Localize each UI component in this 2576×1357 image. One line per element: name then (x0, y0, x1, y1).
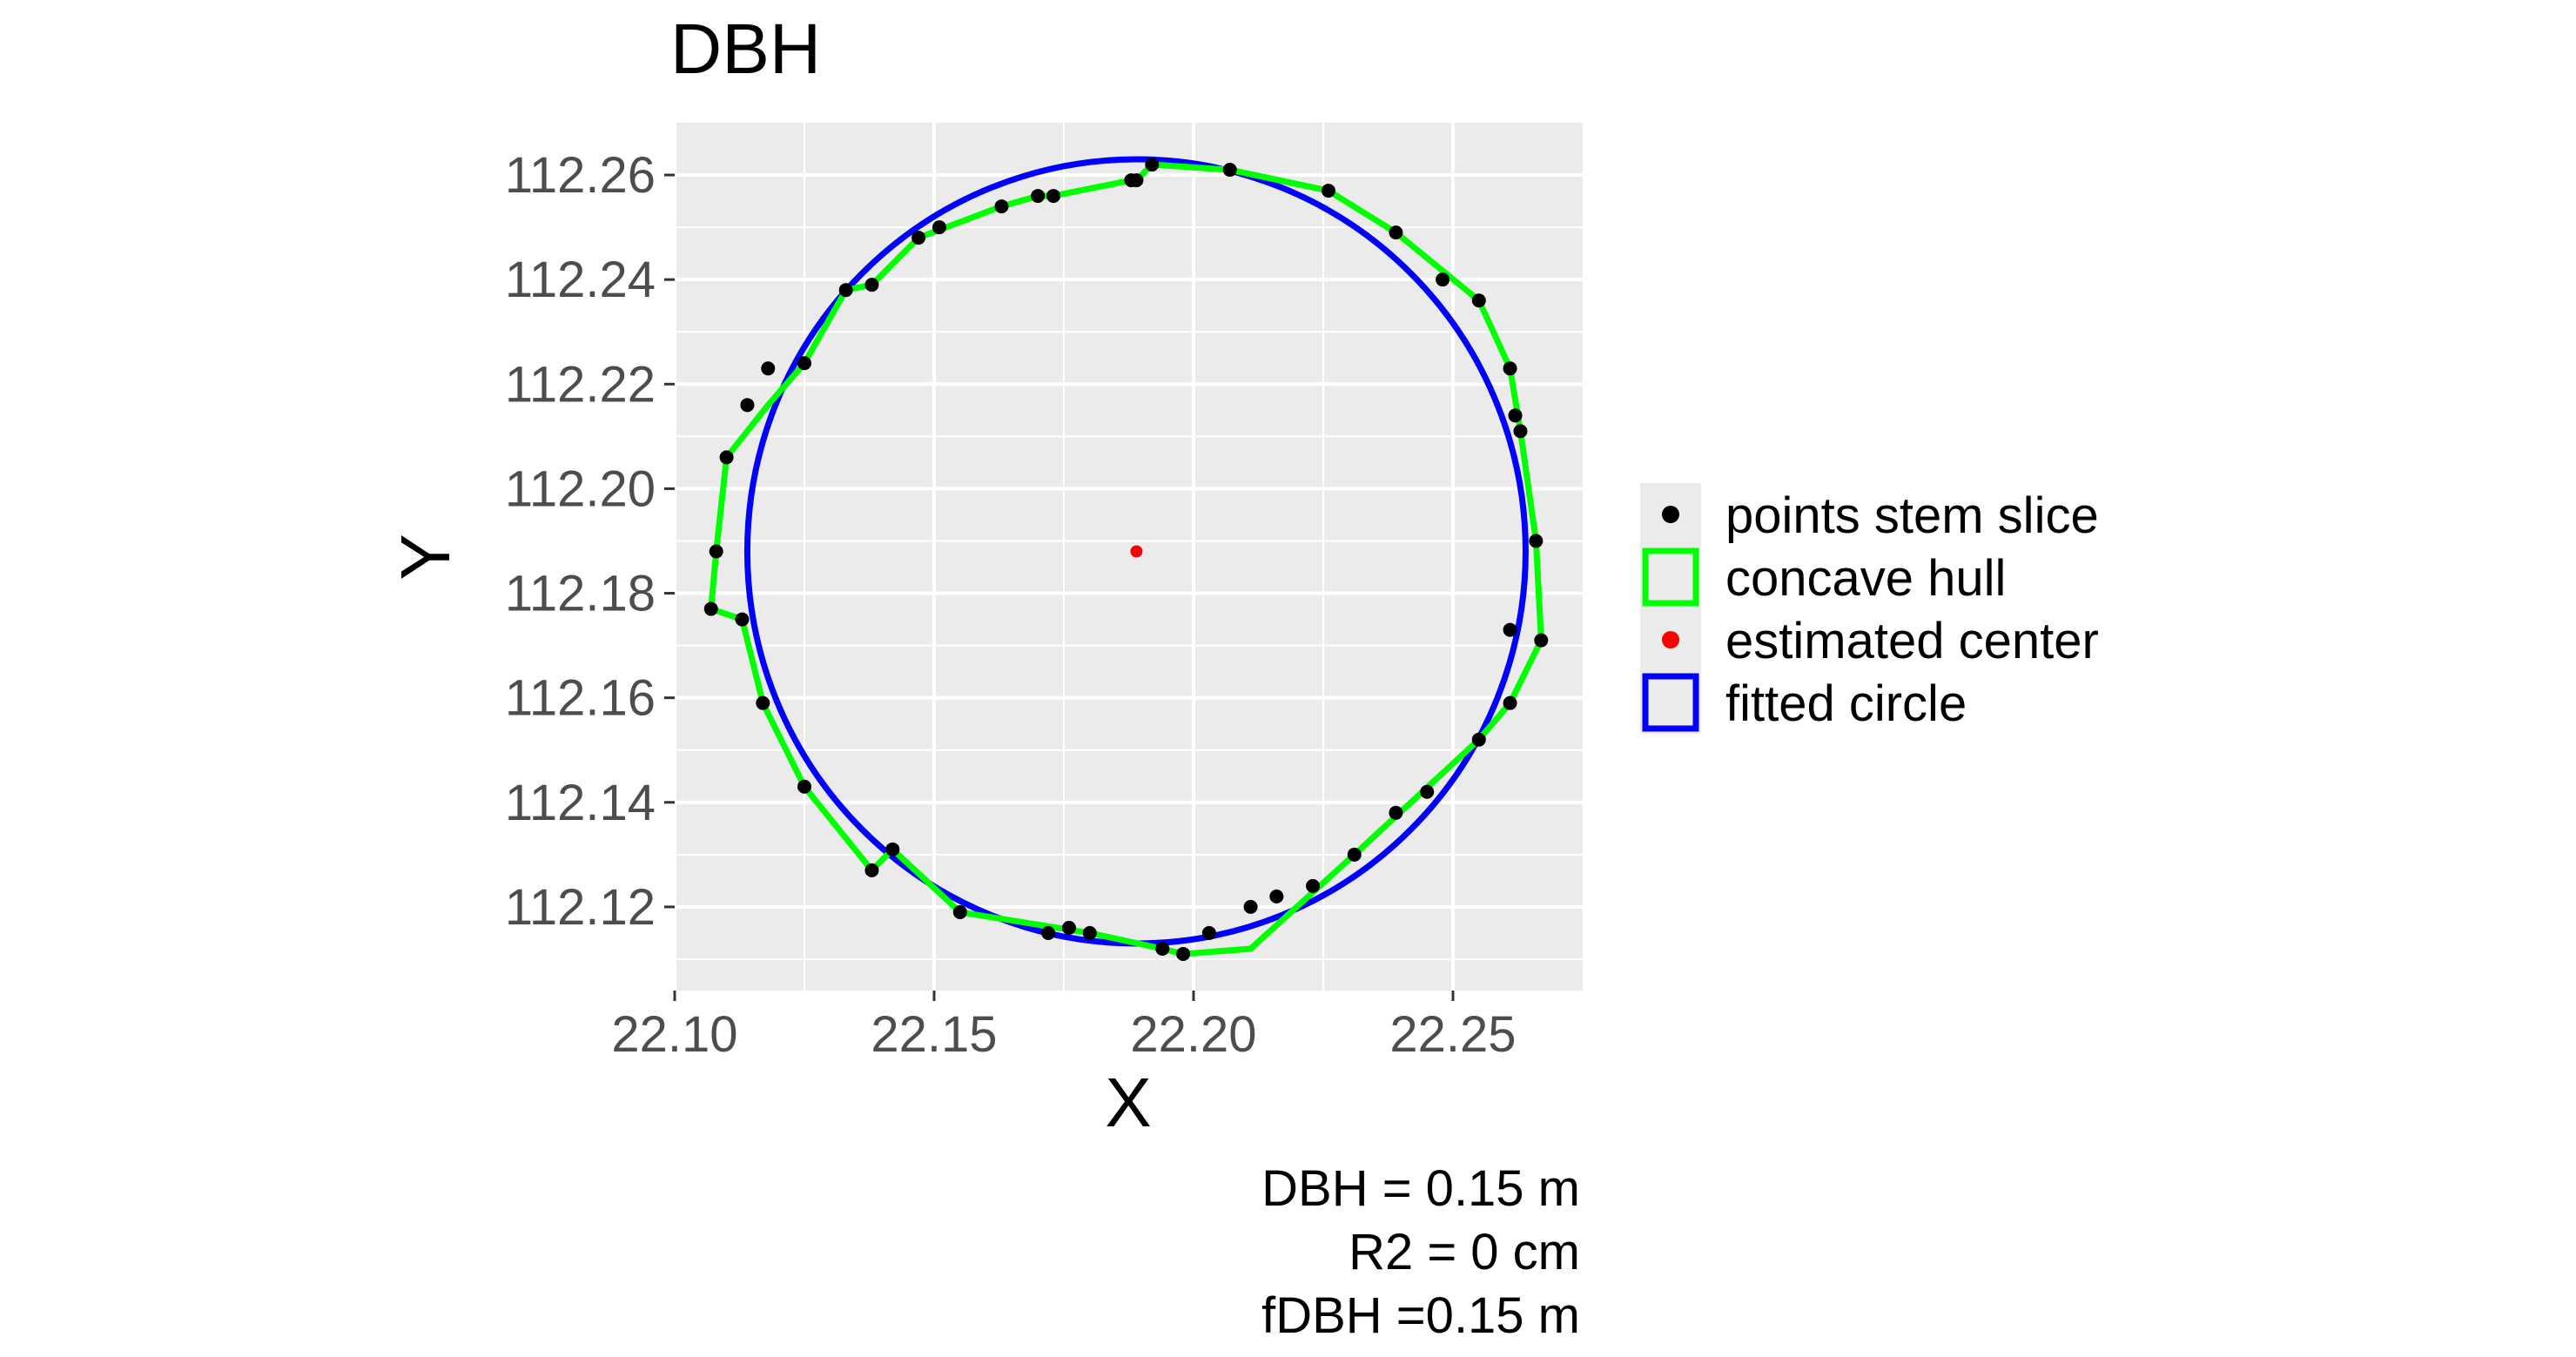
legend-key-point (1662, 506, 1679, 523)
stem-point (1082, 925, 1097, 940)
y-tick-label: 112.16 (505, 670, 656, 727)
x-tick-label: 22.15 (871, 1006, 997, 1063)
stem-point (1420, 784, 1435, 799)
stem-point (761, 361, 776, 376)
legend-key-background (1640, 546, 1701, 608)
stem-point (911, 231, 926, 245)
x-tick-label: 22.25 (1389, 1006, 1516, 1063)
stem-point (864, 278, 879, 292)
concave-hull-layer (708, 161, 1544, 957)
annotation-line: R2 = 0 cm (1349, 1224, 1580, 1280)
stem-point (1471, 293, 1486, 308)
stem-point (1176, 946, 1191, 961)
stem-point (1529, 534, 1544, 548)
stem-point (1031, 189, 1046, 204)
stem-point (1124, 173, 1139, 188)
legend-label: points stem slice (1725, 487, 2099, 544)
stem-point (756, 695, 770, 710)
legend-label: fitted circle (1725, 675, 1967, 732)
stem-point (1222, 163, 1237, 178)
stem-point (797, 779, 811, 794)
y-tick-label: 112.22 (505, 356, 656, 413)
stem-point (864, 863, 879, 877)
stem-point (719, 450, 734, 465)
estimated-center-layer (1130, 545, 1143, 558)
annotation-line: fDBH =0.15 m (1261, 1287, 1580, 1344)
x-axis-ticks: 22.10 22.15 22.20 22.25 (611, 991, 1517, 1063)
y-tick-label: 112.24 (505, 252, 656, 308)
legend-key-point (1662, 631, 1679, 648)
stem-point (1155, 941, 1170, 956)
estimated-center-point (1130, 545, 1143, 558)
stem-point (740, 398, 755, 413)
legend: points stem slice concave hull estimated c… (1640, 483, 2099, 734)
stem-point (735, 612, 750, 627)
y-tick-label: 112.14 (505, 775, 656, 831)
stem-point (1243, 899, 1258, 914)
stem-point (1508, 408, 1523, 423)
stem-point (797, 356, 811, 371)
stem-point (1471, 732, 1486, 747)
stem-point (1061, 920, 1076, 935)
legend-label: estimated center (1725, 613, 2099, 669)
stem-point (952, 904, 967, 919)
points-stem-slice-layer (703, 158, 1549, 961)
stem-point (994, 199, 1009, 214)
y-axis-title: Y (387, 534, 464, 580)
stem-point (1436, 272, 1450, 287)
stem-point (1269, 889, 1284, 904)
chart-title: DBH (670, 10, 821, 89)
y-tick-label: 112.20 (505, 460, 656, 517)
y-tick-label: 112.26 (505, 147, 656, 204)
stem-point (1321, 184, 1335, 198)
y-tick-label: 112.18 (505, 566, 656, 622)
y-tick-label: 112.12 (505, 879, 656, 936)
stem-point (932, 220, 946, 235)
stem-point (1041, 925, 1056, 940)
stem-point (1145, 158, 1160, 172)
annotation-line: DBH = 0.15 m (1261, 1160, 1580, 1217)
concave-hull (708, 161, 1544, 957)
legend-label: concave hull (1725, 550, 2006, 607)
stem-point (1503, 622, 1517, 637)
legend-key-box (1642, 548, 1699, 607)
stem-point (709, 544, 723, 559)
stem-point (1389, 225, 1403, 240)
grid-minor (675, 123, 1583, 991)
plot-panel (675, 123, 1583, 991)
annotations: DBH = 0.15 m R2 = 0 cm fDBH =0.15 m (1261, 1160, 1580, 1344)
stem-point (1201, 925, 1216, 940)
x-axis-title: X (1105, 1064, 1151, 1141)
x-tick-label: 22.10 (611, 1006, 737, 1063)
stem-point (1306, 878, 1321, 893)
stem-point (1513, 424, 1528, 439)
legend-key-box (1642, 673, 1699, 732)
legend-key-background (1640, 671, 1701, 734)
grid-major (673, 123, 1583, 991)
stem-point (1503, 695, 1517, 710)
stem-point (1046, 189, 1061, 204)
stem-point (1534, 633, 1549, 648)
stem-point (838, 283, 853, 298)
stem-point (1503, 361, 1517, 376)
x-tick-label: 22.20 (1130, 1006, 1256, 1063)
y-axis-ticks: 112.12 112.14 112.16 112.18 112.20 112.22 112.… (505, 147, 675, 936)
stem-point (1347, 847, 1362, 862)
stem-point (1389, 805, 1403, 820)
stem-point (885, 842, 900, 857)
stem-point (703, 601, 718, 616)
